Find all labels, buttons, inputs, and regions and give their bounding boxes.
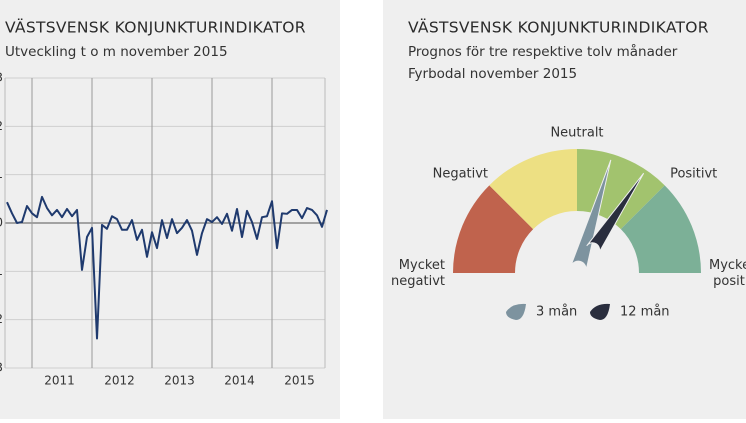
y-tick-label: -3	[0, 361, 3, 375]
legend-swatch	[506, 303, 526, 320]
gauge-band	[620, 185, 701, 273]
y-tick-label: 2	[0, 119, 3, 133]
left-panel	[0, 0, 340, 419]
y-tick-label: 0	[0, 216, 3, 230]
series-line	[6, 195, 328, 340]
legend-swatch	[590, 303, 610, 320]
gauge-label: Negativt	[433, 167, 488, 182]
chart-subtitle: Utveckling t o m november 2015	[5, 44, 228, 60]
y-tick-label: 3	[0, 71, 3, 85]
needle	[570, 159, 612, 272]
needle	[586, 172, 645, 254]
y-tick-label: 1	[0, 167, 3, 181]
chart-subtitle: Fyrbodal november 2015	[408, 66, 577, 82]
y-tick-label: -1	[0, 264, 3, 278]
chart-title: VÄSTSVENSK KONJUNKTURINDIKATOR	[408, 18, 709, 37]
x-tick-label: 2012	[104, 374, 135, 388]
gauge-label: Mycket positivt	[709, 258, 746, 289]
legend-label: 12 mån	[620, 305, 670, 320]
x-tick-label: 2011	[44, 374, 75, 388]
gauge-band	[489, 149, 577, 230]
x-tick-label: 2013	[164, 374, 195, 388]
gauge-label: Positivt	[670, 167, 717, 182]
legend-label: 3 mån	[536, 305, 577, 320]
gauge-label: Mycket negativt	[387, 258, 445, 289]
gauge-band	[453, 185, 534, 273]
chart-title: VÄSTSVENSK KONJUNKTURINDIKATOR	[5, 18, 306, 37]
x-tick-label: 2015	[284, 374, 315, 388]
chart-subtitle: Prognos för tre respektive tolv månader	[408, 43, 678, 60]
y-tick-label: -2	[0, 312, 3, 326]
gauge-label: Neutralt	[550, 126, 603, 141]
x-tick-label: 2014	[224, 374, 255, 388]
